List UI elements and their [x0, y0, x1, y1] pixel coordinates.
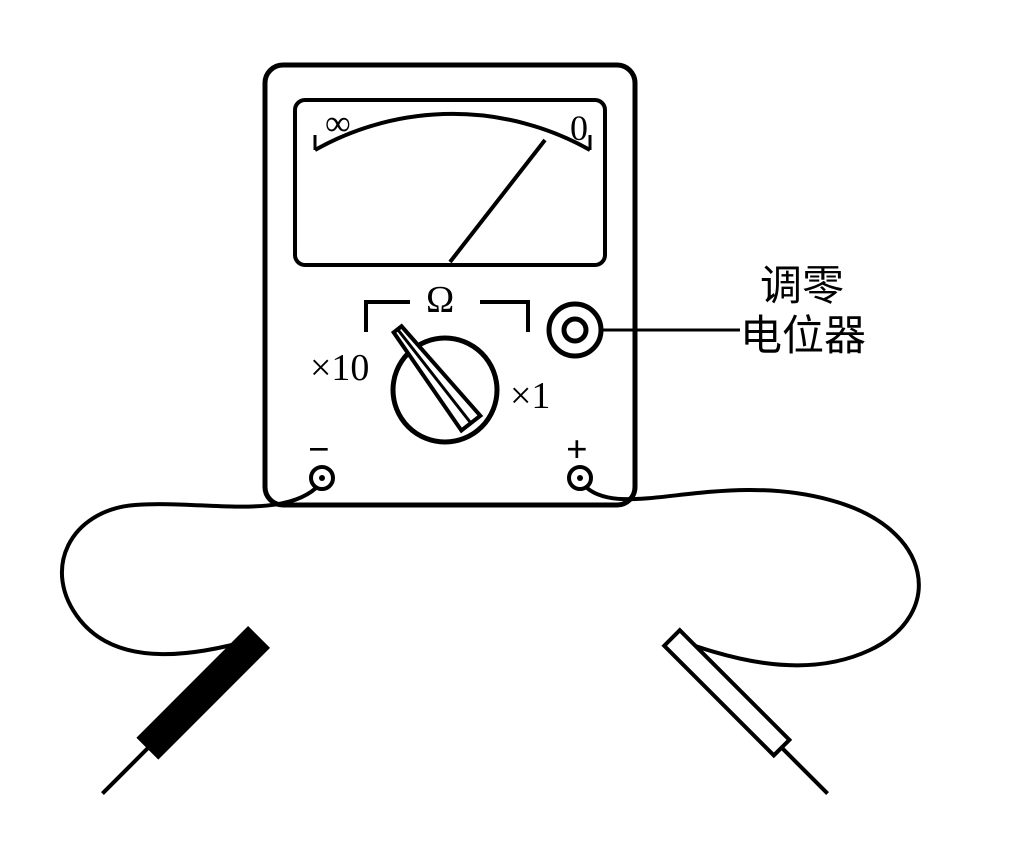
- range-x1-label: ×1: [510, 375, 550, 417]
- terminal-minus-label: −: [308, 429, 330, 471]
- probe-white[interactable]: [664, 630, 835, 801]
- annotation-line2: 电位器: [740, 313, 866, 360]
- terminal-minus-jack[interactable]: [311, 467, 333, 489]
- terminal-plus-label: +: [566, 429, 588, 471]
- zero-potentiometer[interactable]: [549, 304, 601, 356]
- scale-infinity-label: ∞: [325, 103, 351, 143]
- scale-ticks: [315, 135, 590, 150]
- range-x10-label: ×10: [310, 347, 369, 389]
- scale-zero-label: 0: [570, 108, 588, 148]
- wire-white: [587, 488, 919, 665]
- multimeter-diagram: ∞ 0 Ω ×10 ×1 − +: [0, 0, 1015, 847]
- annotation-line1: 调零: [760, 264, 844, 310]
- wire-black: [62, 488, 316, 654]
- meter-needle: [450, 140, 545, 262]
- selector-knob[interactable]: [388, 322, 497, 442]
- ohm-symbol: Ω: [426, 279, 454, 321]
- terminal-plus-jack[interactable]: [569, 467, 591, 489]
- scale-arc: [315, 114, 590, 150]
